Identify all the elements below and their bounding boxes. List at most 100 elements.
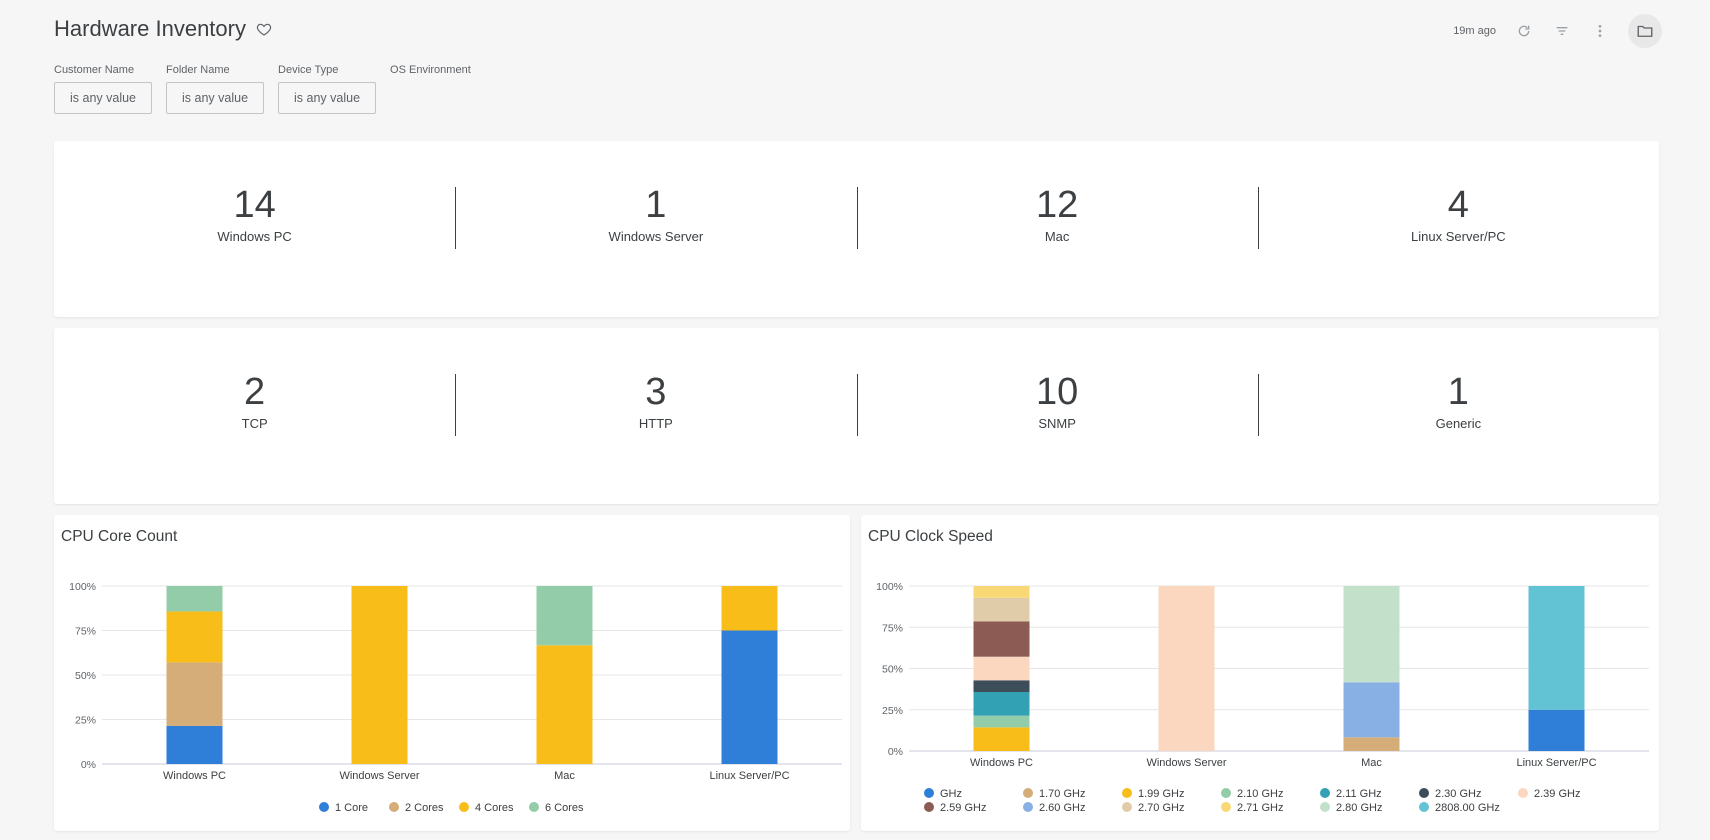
monitor-count-card: 2 TCP 3 HTTP 10 SNMP 1 Generic [54, 328, 1659, 504]
bar-segment-mac-4-cores[interactable] [536, 645, 593, 764]
x-tick-label: Linux Server/PC [709, 770, 789, 782]
bar-segment-windows-pc-4-cores[interactable] [166, 611, 223, 663]
legend-label: 4 Cores [475, 802, 514, 814]
kpi-label: Windows PC [217, 229, 292, 244]
kpi-windows-server[interactable]: 1 Windows Server [455, 183, 856, 249]
kpi-value: 12 [1035, 184, 1079, 226]
legend-item-2-59-ghz[interactable]: 2.59 GHz [924, 802, 986, 814]
kpi-snmp[interactable]: 10 SNMP [856, 370, 1258, 436]
bar-segment-windows-pc-2-11-ghz[interactable] [973, 692, 1030, 716]
page-title: Hardware Inventory [54, 16, 246, 41]
kpi-value: 14 [233, 184, 276, 226]
folder-name-filter-button[interactable]: is any value [166, 82, 265, 114]
kpi-value: 2 [244, 371, 266, 413]
kpi-value: 1 [645, 184, 667, 226]
bar-segment-mac-2-80-ghz[interactable] [1343, 586, 1400, 683]
legend-item-1-core[interactable]: 1 Core [319, 802, 368, 814]
legend-item-4-cores[interactable]: 4 Cores [459, 802, 514, 814]
filter-label: Device Type [278, 64, 339, 76]
bar-segment-windows-server-4-cores[interactable] [351, 586, 408, 764]
legend-item-2-71-ghz[interactable]: 2.71 GHz [1221, 802, 1283, 814]
favorite-heart-icon[interactable] [256, 21, 272, 37]
bar-segment-windows-server-2-39-ghz[interactable] [1158, 586, 1215, 751]
legend-swatch [924, 788, 934, 798]
bar-segment-linux-server-pc-4-cores[interactable] [721, 586, 778, 631]
filter-icon[interactable] [1552, 21, 1572, 41]
legend-label: 6 Cores [545, 802, 584, 814]
legend-swatch [1023, 788, 1033, 798]
legend-item-2-30-ghz[interactable]: 2.30 GHz [1419, 788, 1481, 800]
kpi-label: Generic [1435, 416, 1482, 431]
toolbar: 19m ago [1453, 14, 1662, 48]
y-tick-label: 75% [882, 622, 903, 634]
legend-item-2-80-ghz[interactable]: 2.80 GHz [1320, 802, 1382, 814]
kpi-windows-pc[interactable]: 14 Windows PC [54, 183, 455, 247]
x-tick-label: Windows Server [339, 770, 419, 782]
bar-segment-windows-pc-2-70-ghz[interactable] [973, 597, 1030, 622]
device-type-filter-button[interactable]: is any value [278, 82, 377, 114]
filter-label: Customer Name [54, 64, 135, 76]
bar-segment-linux-server-pc-ghz[interactable] [1528, 709, 1585, 751]
legend-swatch [319, 802, 329, 812]
bar-segment-windows-pc-6-cores[interactable] [166, 586, 223, 612]
bar-segment-windows-pc-1-99-ghz[interactable] [973, 727, 1030, 751]
legend-label: 1.70 GHz [1039, 788, 1085, 800]
legend-swatch [1023, 802, 1033, 812]
legend-label: 2.80 GHz [1336, 802, 1382, 814]
bar-segment-windows-pc-2-30-ghz[interactable] [973, 680, 1030, 693]
legend-swatch [389, 802, 399, 812]
legend-item-2-60-ghz[interactable]: 2.60 GHz [1023, 802, 1085, 814]
kpi-value: 10 [1035, 371, 1079, 413]
kpi-value: 3 [645, 371, 667, 413]
legend-label: GHz [940, 788, 962, 800]
bar-segment-mac-1-70-ghz[interactable] [1343, 737, 1400, 751]
legend-swatch [1122, 802, 1132, 812]
bar-segment-windows-pc-1-core[interactable] [166, 725, 223, 764]
y-tick-label: 0% [888, 746, 903, 758]
legend-item-2-cores[interactable]: 2 Cores [389, 802, 444, 814]
legend-item-2808-00-ghz[interactable]: 2808.00 GHz [1419, 802, 1500, 814]
legend-item-2-39-ghz[interactable]: 2.39 GHz [1518, 788, 1580, 800]
legend-label: 2808.00 GHz [1435, 802, 1500, 814]
y-tick-label: 50% [75, 670, 96, 682]
legend-label: 2.10 GHz [1237, 788, 1283, 800]
kpi-label: SNMP [1038, 416, 1076, 431]
kpi-label: Windows Server [608, 229, 704, 244]
kpi-tcp[interactable]: 2 TCP [54, 370, 455, 434]
legend-label: 2.71 GHz [1237, 802, 1283, 814]
bar-segment-windows-pc-2-10-ghz[interactable] [973, 715, 1030, 728]
cpu-core-count-card: CPU Core Count 0% 25% 50% 75% 100% Windows PC… [54, 515, 850, 831]
filter-customer-name: Customer Name is any value [54, 64, 153, 114]
kpi-generic[interactable]: 1 Generic [1257, 370, 1659, 436]
bar-segment-windows-pc-2-cores[interactable] [166, 662, 223, 726]
legend-item-2-70-ghz[interactable]: 2.70 GHz [1122, 802, 1184, 814]
bar-segment-mac-2-60-ghz[interactable] [1343, 682, 1400, 738]
x-tick-label: Mac [1361, 757, 1382, 769]
legend-item-ghz[interactable]: GHz [924, 788, 962, 800]
legend-swatch [1320, 788, 1330, 798]
legend-item-2-11-ghz[interactable]: 2.11 GHz [1320, 788, 1382, 800]
legend-swatch [1221, 788, 1231, 798]
more-vert-icon[interactable] [1590, 21, 1610, 41]
legend-item-6-cores[interactable]: 6 Cores [529, 802, 584, 814]
kpi-linux[interactable]: 4 Linux Server/PC [1257, 183, 1659, 249]
bar-segment-linux-server-pc-1-core[interactable] [721, 630, 778, 765]
filter-label: OS Environment [390, 64, 471, 76]
bar-segment-windows-pc-2-71-ghz[interactable] [973, 586, 1030, 598]
y-tick-label: 50% [882, 664, 903, 676]
bar-segment-windows-pc-2-39-ghz[interactable] [973, 656, 1030, 681]
bar-segment-mac-6-cores[interactable] [536, 586, 593, 646]
legend-item-1-99-ghz[interactable]: 1.99 GHz [1122, 788, 1184, 800]
bar-segment-windows-pc-2-59-ghz[interactable] [973, 621, 1030, 657]
folder-button[interactable] [1628, 14, 1662, 48]
legend-item-2-10-ghz[interactable]: 2.10 GHz [1221, 788, 1283, 800]
refresh-icon[interactable] [1514, 21, 1534, 41]
kpi-label: Mac [1044, 229, 1070, 244]
customer-name-filter-button[interactable]: is any value [54, 82, 153, 114]
x-tick-label: Linux Server/PC [1516, 757, 1596, 769]
kpi-http[interactable]: 3 HTTP [455, 370, 856, 436]
bar-segment-linux-server-pc-2808-00-ghz[interactable] [1528, 586, 1585, 710]
kpi-mac[interactable]: 12 Mac [856, 183, 1258, 249]
cpu-core-count-chart: 0% 25% 50% 75% 100% Windows PC Windows Server M… [69, 581, 842, 814]
legend-item-1-70-ghz[interactable]: 1.70 GHz [1023, 788, 1085, 800]
